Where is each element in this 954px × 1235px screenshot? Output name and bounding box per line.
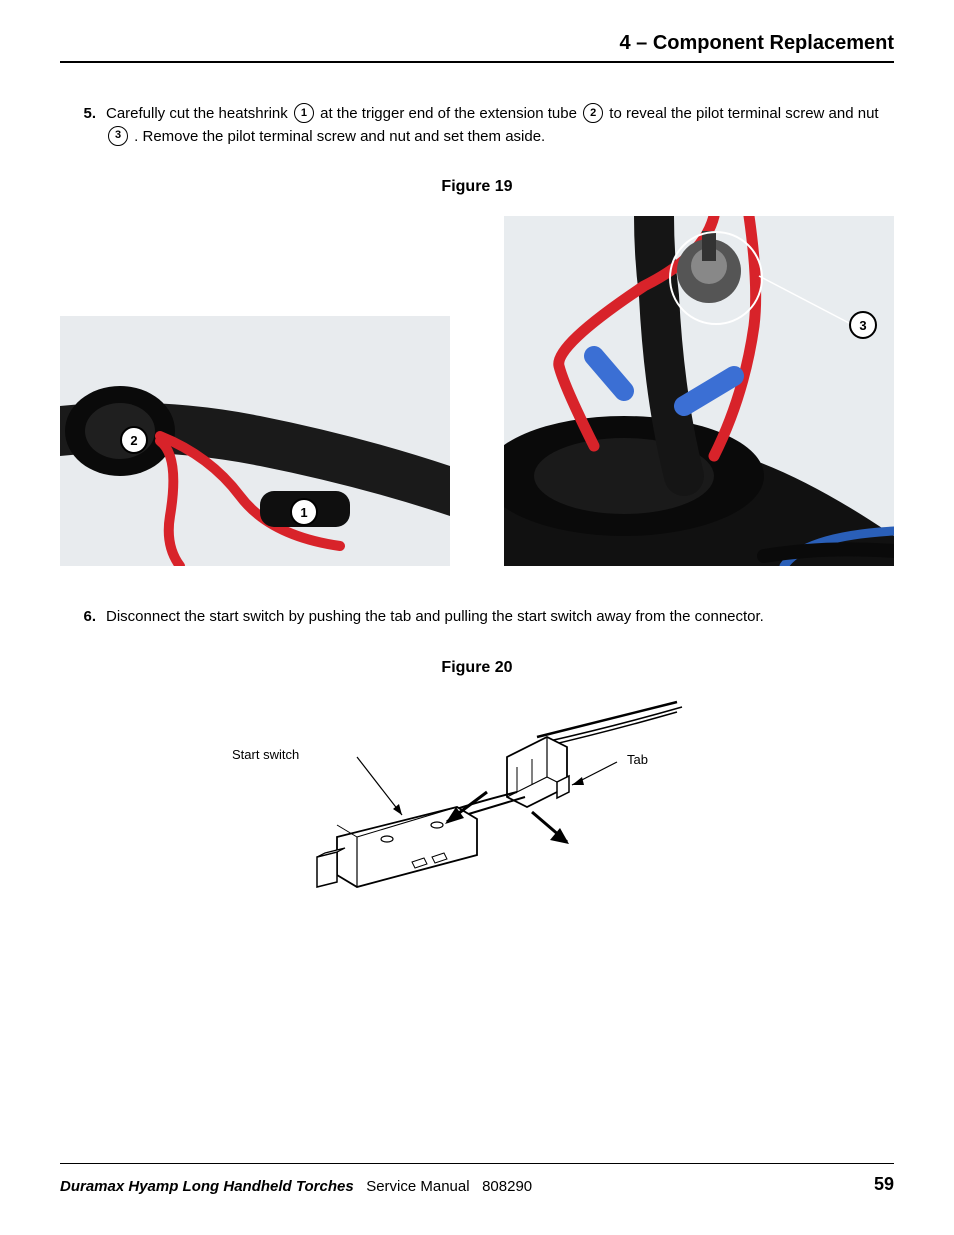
figure-19-callout-3-label: 3 [859, 318, 866, 333]
footer-product: Duramax Hyamp Long Handheld Torches [60, 1178, 354, 1195]
figure-19-left-svg [60, 316, 450, 566]
inline-callout-1: 1 [294, 103, 314, 123]
step-5-text-frag-1: Carefully cut the heatshrink [106, 105, 292, 122]
footer-doc-type [358, 1178, 366, 1195]
step-5-text-frag-3: to reveal the pilot terminal screw and n… [609, 105, 878, 122]
footer-doc-type-text: Service Manual [366, 1178, 469, 1195]
figure-19-right-photo: 3 [504, 216, 894, 566]
figure-19-title: Figure 19 [60, 178, 894, 196]
step-6: 6. Disconnect the start switch by pushin… [60, 606, 894, 629]
step-5-text-frag-4: . Remove the pilot terminal screw and nu… [134, 128, 545, 145]
step-6-text: Disconnect the start switch by pushing t… [106, 606, 894, 629]
figure-20-diagram: Start switch Tab [177, 697, 777, 897]
figure-20-title: Figure 20 [60, 659, 894, 677]
footer-sep [474, 1178, 482, 1195]
footer-page-number: 59 [874, 1174, 894, 1195]
footer-doc-number: 808290 [482, 1178, 532, 1195]
page-header: 4 – Component Replacement [60, 32, 894, 63]
figure-19-callout-1: 1 [290, 498, 318, 526]
figure-20-label-tab: Tab [627, 752, 648, 767]
figure-20-label-start-switch-text: Start switch [232, 747, 299, 762]
figure-20-label-start-switch: Start switch [232, 747, 299, 762]
figure-19-callout-2: 2 [120, 426, 148, 454]
step-5: 5. Carefully cut the heatshrink 1 at the… [60, 103, 894, 148]
figure-19-callout-2-label: 2 [130, 433, 137, 448]
figure-19-row: 2 1 [60, 216, 894, 566]
figure-19-left-photo: 2 1 [60, 316, 450, 566]
figure-20-label-tab-text: Tab [627, 752, 648, 767]
step-5-text-frag-2: at the trigger end of the extension tube [320, 105, 581, 122]
step-5-number: 5. [60, 103, 106, 148]
figure-19-callout-3: 3 [849, 311, 877, 339]
figure-20-svg [177, 697, 777, 897]
inline-callout-3: 3 [108, 126, 128, 146]
figure-19-white-annotation-circle [669, 231, 763, 325]
step-6-text-frag: Disconnect the start switch by pushing t… [106, 608, 764, 625]
step-5-text: Carefully cut the heatshrink 1 at the tr… [106, 103, 894, 148]
inline-callout-2: 2 [583, 103, 603, 123]
page-footer: Duramax Hyamp Long Handheld Torches Serv… [60, 1163, 894, 1195]
figure-19-callout-1-label: 1 [300, 505, 307, 520]
step-6-number: 6. [60, 606, 106, 629]
footer-left: Duramax Hyamp Long Handheld Torches Serv… [60, 1178, 532, 1195]
page-container: 4 – Component Replacement 5. Carefully c… [0, 0, 954, 1235]
header-title: 4 – Component Replacement [619, 32, 894, 54]
